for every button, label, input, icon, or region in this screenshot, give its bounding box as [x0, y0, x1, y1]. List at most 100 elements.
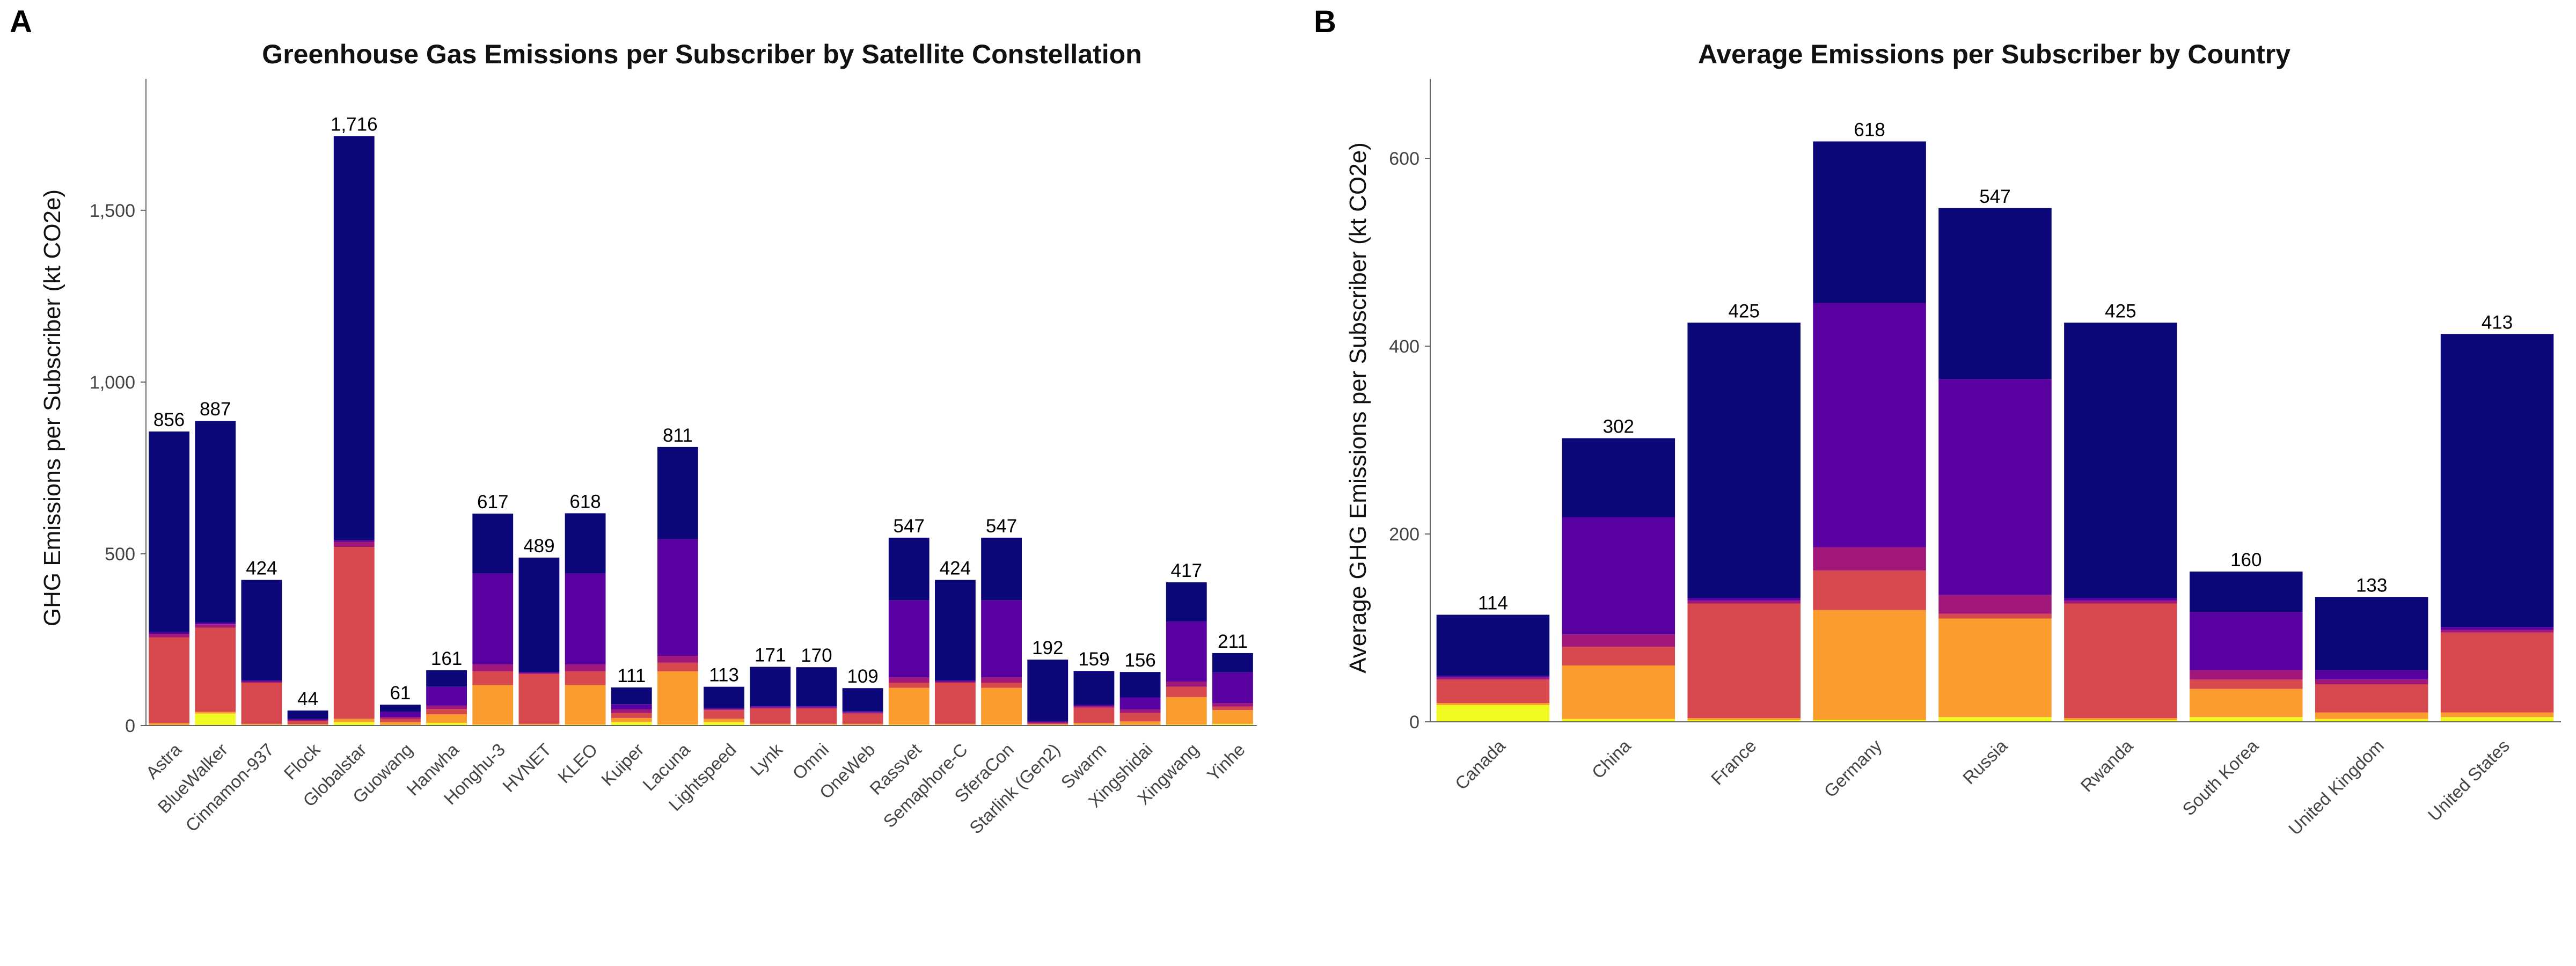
- chart-a-bar-hanwha-seg-1: [426, 714, 467, 723]
- chart-a-bar-lynk-seg-2: [750, 708, 791, 724]
- chart-b-bar-united-kingdom-seg-2: [2315, 684, 2428, 713]
- chart-a-bar-lacuna-seg-1: [657, 671, 698, 725]
- chart-a-bar-globalstar-seg-0: [333, 722, 375, 726]
- chart-a-y-tick-label-1: 500: [105, 544, 135, 565]
- chart-b-axes: 0 200 400 600: [1389, 79, 2561, 733]
- chart-a-bar-lightspeed-seg-0: [704, 722, 744, 726]
- chart-a-bar-bluewalker-seg-1: [195, 712, 236, 714]
- chart-a-category-label-hvnet: HVNET: [499, 740, 555, 796]
- panel-a: A Greenhouse Gas Emissions per Subscribe…: [10, 4, 1257, 838]
- chart-a-total-label-flock: 44: [297, 689, 318, 709]
- chart-a-bar-oneweb-seg-3: [842, 712, 883, 714]
- chart-a-bar-kleo-seg-1: [565, 685, 606, 725]
- chart-b-bar-canada-seg-3: [1436, 677, 1550, 680]
- chart-a-bar-lacuna-seg-3: [657, 656, 698, 663]
- chart-a-y-tick-label-3: 1,500: [90, 201, 135, 221]
- chart-a-bar-lynk-seg-1: [750, 723, 791, 725]
- chart-a-bar-sferacon-seg-1: [981, 687, 1022, 725]
- chart-a-total-label-starlink-gen2: 192: [1032, 638, 1063, 658]
- chart-a-bar-yinhe-seg-0: [1212, 723, 1253, 726]
- chart-b-bar-united-states-seg-3: [2440, 630, 2554, 633]
- chart-b-y-tick-label-0: 0: [1409, 712, 1419, 733]
- chart-a-bar-sferacon-seg-2: [981, 682, 1022, 688]
- chart-a-bar-yinhe-seg-5: [1212, 653, 1253, 672]
- chart-b-bar-china-seg-0: [1562, 719, 1675, 722]
- chart-a-total-label-lynk: 171: [755, 645, 786, 666]
- chart-a-total-label-rassvet: 547: [894, 516, 925, 537]
- chart-a-total-label-bluewalker: 887: [200, 399, 231, 420]
- chart-a-bar-hvnet-seg-1: [518, 723, 560, 725]
- chart-a-bar-honghu-3-seg-4: [472, 573, 514, 665]
- chart-a-bar-semaphore-c-seg-3: [935, 682, 976, 683]
- chart-b-bar-france-seg-1: [1687, 718, 1801, 720]
- chart-a-total-label-sferacon: 547: [986, 516, 1017, 537]
- chart-a-total-label-yinhe: 211: [1218, 631, 1248, 652]
- chart-a-bar-lacuna-seg-5: [657, 447, 698, 539]
- chart-a-bar-kleo-seg-4: [565, 573, 606, 665]
- chart-a-total-label-omni: 170: [801, 645, 832, 666]
- chart-b-category-label-united-kingdom: United Kingdom: [2285, 736, 2388, 839]
- chart-a-bar-omni-seg-1: [796, 723, 837, 725]
- chart-a-bar-semaphore-c-seg-2: [935, 682, 976, 724]
- chart-a-bar-lightspeed-seg-5: [704, 686, 744, 708]
- chart-b-bar-russia-seg-1: [1938, 618, 2052, 718]
- chart-a-axes: 0 500 1,000 1,500: [90, 79, 1257, 736]
- chart-a-bar-hanwha-seg-3: [426, 705, 467, 709]
- chart-b-bar-united-states-seg-2: [2440, 632, 2554, 713]
- chart-a-bar-xingwang-seg-1: [1166, 697, 1207, 725]
- chart-a-bar-guowang-seg-5: [380, 704, 421, 712]
- chart-b-bar-south-korea-seg-0: [2190, 717, 2303, 722]
- chart-b-bar-france-seg-4: [1687, 598, 1801, 601]
- chart-b-bar-france-seg-0: [1687, 720, 1801, 722]
- chart-a-category-label-flock: Flock: [280, 739, 324, 783]
- chart-a-bar-guowang-seg-2: [380, 719, 421, 722]
- chart-a-bar-kuiper-seg-5: [611, 687, 652, 705]
- chart-b-bar-france-seg-2: [1687, 603, 1801, 718]
- chart-a-bar-globalstar-seg-5: [333, 136, 375, 540]
- chart-a-bar-globalstar-seg-3: [333, 541, 375, 547]
- chart-a-bar-xingwang-seg-5: [1166, 582, 1207, 622]
- chart-b-bar-france-seg-3: [1687, 601, 1801, 604]
- chart-a-total-label-kuiper: 111: [617, 665, 646, 686]
- panel-b-letter: B: [1314, 4, 1336, 39]
- chart-a-bar-astra-seg-1: [149, 723, 189, 725]
- chart-a-bar-cinnamon-937-seg-1: [241, 723, 282, 725]
- chart-a-bar-kuiper-seg-1: [611, 718, 652, 722]
- chart-a-bar-semaphore-c-seg-5: [935, 580, 976, 681]
- chart-a-total-label-astra: 856: [153, 409, 185, 430]
- chart-a-bar-hvnet-seg-2: [518, 674, 560, 724]
- chart-b-title: Average Emissions per Subscriber by Coun…: [1698, 39, 2290, 69]
- chart-a-bar-bluewalker-seg-2: [195, 627, 236, 712]
- chart-a-bar-flock-seg-2: [287, 721, 328, 724]
- chart-a-bar-sferacon-seg-5: [981, 537, 1022, 601]
- chart-b-category-label-china: China: [1588, 735, 1635, 782]
- chart-b-bar-rwanda-seg-0: [2064, 720, 2177, 722]
- chart-a-bar-sferacon-seg-4: [981, 600, 1022, 678]
- chart-a-bar-starlink-gen2-seg-4: [1027, 721, 1069, 722]
- chart-a-bar-xingshidai-seg-2: [1119, 713, 1161, 722]
- chart-a-bar-semaphore-c-seg-1: [935, 723, 976, 725]
- chart-a-total-label-oneweb: 109: [847, 666, 878, 687]
- chart-b-bar-south-korea-seg-5: [2190, 572, 2303, 612]
- chart-a-total-label-xingshidai: 156: [1124, 650, 1155, 671]
- chart-b-category-label-canada: Canada: [1451, 735, 1509, 793]
- chart-a-bar-semaphore-c-seg-4: [935, 680, 976, 682]
- chart-a-bar-hvnet-seg-3: [518, 673, 560, 674]
- chart-b-bar-south-korea-seg-4: [2190, 612, 2303, 670]
- chart-a-bar-kleo-seg-5: [565, 513, 606, 574]
- chart-b-bar-united-states-seg-0: [2440, 717, 2554, 722]
- chart-a-bar-rassvet-seg-4: [888, 600, 930, 678]
- chart-b-bar-canada-seg-4: [1436, 676, 1550, 678]
- chart-a-category-label-lynk: Lynk: [747, 739, 787, 779]
- chart-b-bar-south-korea-seg-3: [2190, 670, 2303, 680]
- chart-a-total-label-guowang: 61: [390, 683, 411, 704]
- chart-a-bar-hanwha-seg-0: [426, 722, 467, 726]
- chart-a-bar-bluewalker-seg-5: [195, 421, 236, 623]
- chart-b-bar-russia-seg-5: [1938, 208, 2052, 379]
- chart-a-category-label-yinhe: Yinhe: [1203, 740, 1249, 785]
- chart-a-bar-oneweb-seg-1: [842, 723, 883, 725]
- chart-a-y-tick-label-2: 1,000: [90, 372, 135, 393]
- chart-b-category-label-france: France: [1707, 736, 1760, 789]
- chart-b-bar-united-states-seg-1: [2440, 712, 2554, 718]
- chart-b-category-label-germany: Germany: [1820, 735, 1885, 801]
